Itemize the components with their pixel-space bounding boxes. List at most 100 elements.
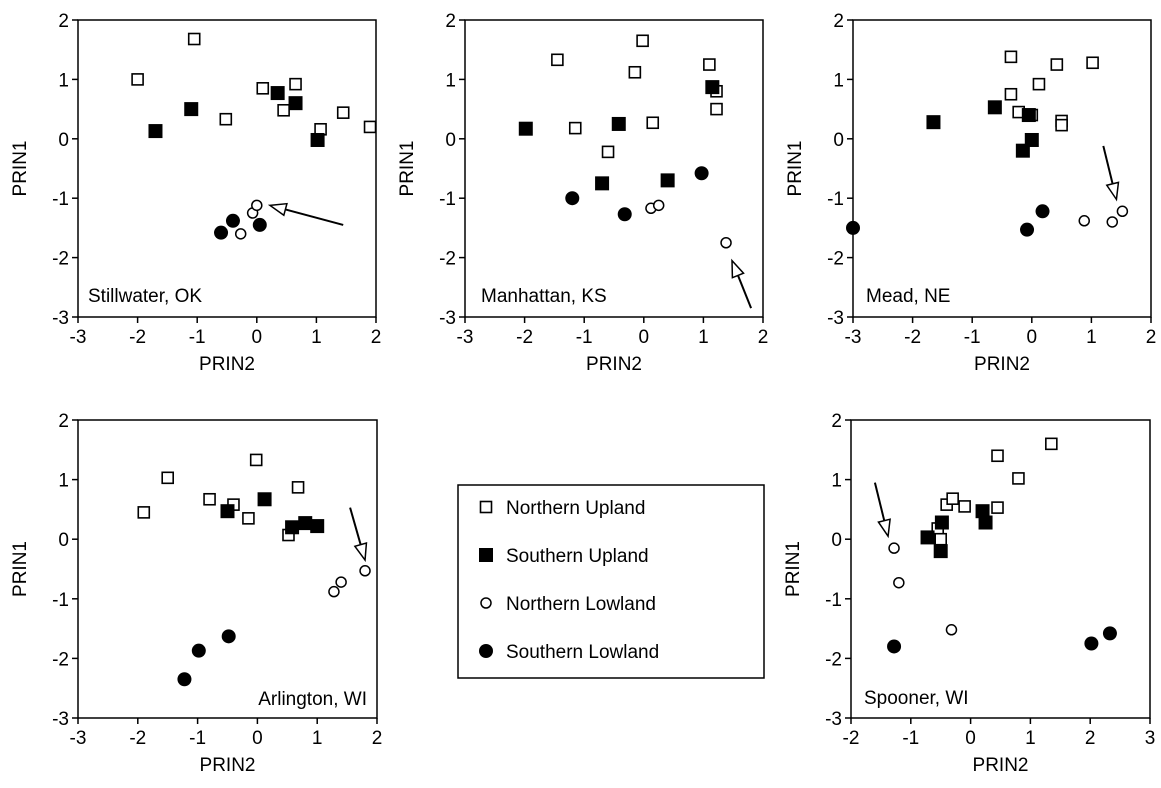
y-tick-label: 1 — [58, 471, 69, 492]
marker-open-square — [703, 58, 716, 71]
x-tick-label: 0 — [1027, 327, 1038, 348]
marker-open-circle — [888, 542, 900, 554]
marker-filled-circle — [1102, 626, 1117, 641]
marker-filled-circle — [694, 166, 709, 181]
marker-open-square — [291, 481, 305, 494]
x-tick-label: 1 — [698, 327, 709, 348]
site-label: Arlington, WI — [258, 689, 367, 710]
x-tick-label: 1 — [312, 728, 323, 749]
marker-filled-circle — [617, 207, 632, 222]
marker-open-square — [934, 532, 948, 546]
y-tick-label: -3 — [825, 709, 842, 730]
marker-open-square — [363, 120, 377, 134]
y-tick-label: 1 — [833, 70, 844, 91]
y-tick-label: 1 — [445, 70, 456, 91]
x-tick-label: 2 — [1146, 327, 1157, 348]
marker-open-square — [256, 82, 270, 95]
marker-open-square — [710, 102, 723, 116]
scatter-panel: -3 -2 -1 0 1 2 -3 -2 -1 0 1 2 PRIN2 PRIN1 Stillwater, … — [10, 11, 381, 375]
x-tick-label: 3 — [1145, 728, 1156, 749]
x-tick-label: 2 — [372, 728, 383, 749]
y-tick-label: -1 — [827, 189, 844, 210]
x-tick-label: 2 — [371, 327, 382, 348]
y-axis-label: PRIN1 — [10, 141, 31, 197]
site-label: Spooner, WI — [864, 688, 969, 709]
marker-filled-circle — [214, 225, 229, 240]
arrow-shaft — [1102, 145, 1114, 185]
x-axis-label: PRIN2 — [200, 755, 256, 776]
plot-frame — [850, 419, 1151, 719]
marker-filled-circle — [191, 643, 206, 658]
marker-open-square — [187, 32, 201, 46]
y-tick-label: -2 — [439, 249, 456, 270]
marker-open-square — [277, 103, 290, 117]
y-axis-label: PRIN1 — [783, 541, 804, 597]
marker-filled-square — [595, 176, 610, 191]
marker-filled-square — [310, 519, 325, 534]
marker-open-square — [636, 34, 649, 48]
marker-filled-square — [920, 530, 935, 545]
marker-open-square — [946, 492, 959, 505]
y-tick-label: 1 — [831, 471, 842, 492]
y-tick-label: -1 — [52, 189, 69, 210]
legend-frame — [457, 484, 765, 679]
marker-filled-square — [1021, 108, 1036, 123]
plot-frame — [77, 419, 378, 719]
marker-open-square — [646, 116, 660, 130]
marker-open-square — [1086, 56, 1099, 70]
arrow-head — [353, 542, 368, 563]
marker-filled-square — [220, 504, 235, 519]
marker-open-circle — [1106, 216, 1119, 228]
x-axis-label: PRIN2 — [974, 354, 1030, 375]
x-tick-label: -2 — [129, 728, 146, 749]
x-tick-label: -1 — [189, 728, 206, 749]
x-tick-label: -3 — [845, 327, 862, 348]
y-tick-label: 0 — [58, 130, 69, 151]
y-tick-label: 0 — [833, 130, 844, 151]
y-tick-label: -1 — [52, 590, 69, 611]
marker-filled-square — [933, 544, 948, 559]
marker-open-square — [161, 471, 174, 485]
x-axis-label: PRIN2 — [973, 755, 1029, 776]
marker-open-circle — [328, 585, 340, 598]
marker-filled-circle — [846, 220, 860, 235]
marker-open-square — [249, 453, 263, 467]
marker-open-square — [289, 77, 302, 91]
marker-open-square — [1055, 118, 1068, 132]
marker-filled-square — [926, 115, 941, 130]
marker-filled-circle — [565, 191, 580, 206]
x-tick-label: 2 — [1085, 728, 1096, 749]
marker-open-circle — [234, 228, 247, 240]
y-tick-label: 2 — [445, 11, 456, 32]
marker-filled-square — [705, 80, 720, 95]
marker-filled-square — [978, 515, 993, 530]
marker-filled-square — [660, 173, 675, 188]
marker-open-circle — [335, 576, 347, 588]
arrow-shaft — [737, 275, 753, 309]
marker-filled-square — [148, 124, 163, 139]
marker-filled-circle — [221, 629, 236, 644]
x-tick-label: -1 — [964, 327, 981, 348]
y-tick-label: -2 — [825, 649, 842, 670]
arrow-shaft — [873, 482, 886, 521]
marker-open-circle — [251, 199, 263, 212]
marker-filled-circle — [1035, 204, 1050, 219]
marker-open-square — [568, 121, 582, 135]
marker-filled-square — [1015, 143, 1030, 158]
x-tick-label: -1 — [189, 327, 206, 348]
marker-open-square — [219, 112, 233, 126]
y-tick-label: 2 — [833, 11, 844, 32]
site-label: Stillwater, OK — [88, 286, 202, 307]
marker-open-circle — [945, 624, 958, 636]
marker-open-square — [1050, 58, 1064, 71]
marker-open-circle — [480, 597, 492, 609]
marker-filled-square — [1024, 132, 1039, 147]
y-tick-label: -3 — [52, 709, 69, 730]
scatter-panel: -3 -2 -1 0 1 2 -3 -2 -1 0 1 2 PRIN2 PRIN1 Arlington, W… — [10, 411, 382, 776]
x-tick-label: -2 — [904, 327, 921, 348]
x-axis-label: PRIN2 — [586, 354, 642, 375]
marker-open-square — [1032, 77, 1046, 91]
marker-open-circle — [720, 237, 732, 249]
y-tick-label: -2 — [827, 249, 844, 270]
x-tick-label: 0 — [252, 728, 263, 749]
